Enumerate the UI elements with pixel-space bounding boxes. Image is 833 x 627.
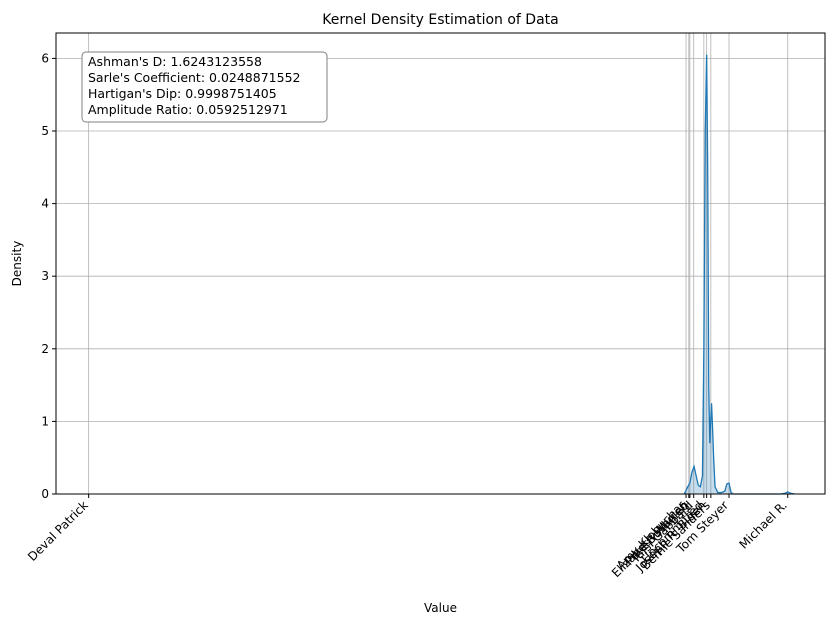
y-axis-label: Density xyxy=(10,241,24,287)
stat-ashmans-d: Ashman's D: 1.6243123558 xyxy=(88,54,262,69)
stat-sarles-coefficient: Sarle's Coefficient: 0.0248871552 xyxy=(88,70,300,85)
density-curve-layer xyxy=(683,54,795,495)
y-tick-label: 4 xyxy=(41,197,49,211)
x-tick-label-deval-patrick: Deval Patrick xyxy=(25,498,91,564)
stats-annotation-box: Ashman's D: 1.6243123558 Sarle's Coeffic… xyxy=(81,51,328,123)
y-tick-label: 5 xyxy=(41,124,49,138)
y-tick-label: 6 xyxy=(41,51,49,65)
x-axis-label: Value xyxy=(424,601,457,615)
x-tick-label-michael-r: Michael R. xyxy=(736,498,789,551)
stats-box-frame xyxy=(81,51,328,123)
stat-amplitude-ratio: Amplitude Ratio: 0.0592512971 xyxy=(88,102,288,117)
y-tick-label: 1 xyxy=(41,414,49,428)
stat-hartigans-dip: Hartigan's Dip: 0.9998751405 xyxy=(88,86,277,101)
chart-title: Kernel Density Estimation of Data xyxy=(322,12,558,28)
plot-frame xyxy=(55,32,826,495)
density-curve-line xyxy=(683,54,795,495)
y-tick-label: 0 xyxy=(41,487,49,501)
y-tick-label: 3 xyxy=(41,269,49,283)
y-tick-label: 2 xyxy=(41,342,49,356)
density-area-fill xyxy=(684,54,795,494)
